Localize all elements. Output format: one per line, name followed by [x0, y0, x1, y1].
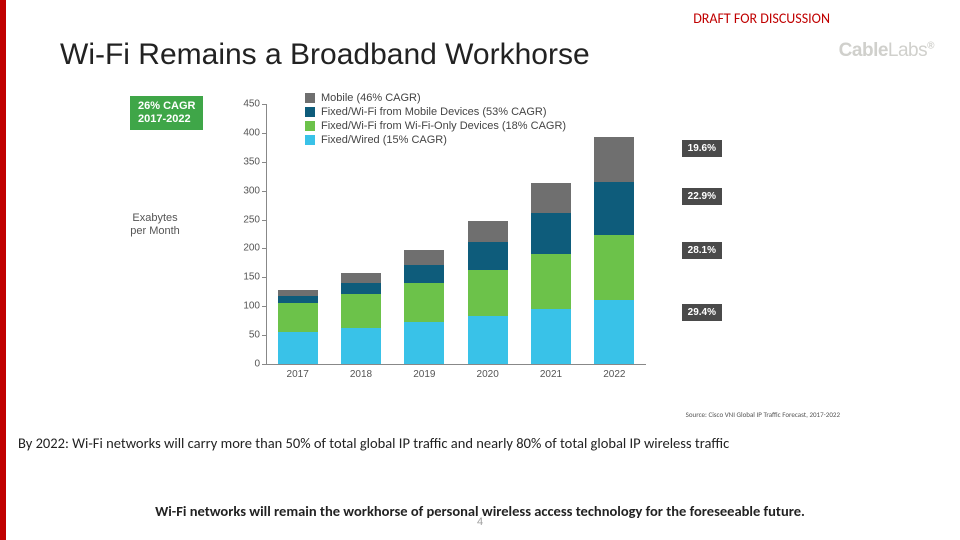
bar-segment-wifi_only [278, 303, 318, 332]
cagr-badge: 26% CAGR 2017-2022 [130, 96, 203, 130]
y-tick [262, 335, 266, 336]
x-axis [266, 364, 646, 365]
y-tick-label: 250 [220, 214, 260, 225]
bar-segment-wifi_mobile [278, 296, 318, 303]
y-tick-label: 450 [220, 99, 260, 110]
plot-area: 0501001502002503003504004502017201820192… [266, 104, 646, 364]
y-tick-label: 150 [220, 272, 260, 283]
bar-segment-wifi_only [404, 283, 444, 322]
bar-segment-wired [531, 309, 571, 364]
callout-wifi-only: 28.1% [682, 242, 722, 259]
callout-wifi-mobile: 22.9% [682, 188, 722, 205]
y-tick [262, 191, 266, 192]
page-number: 4 [477, 516, 483, 528]
source-text: Source: Cisco VNI Global IP Traffic Fore… [686, 410, 840, 419]
logo-part2: Labs [888, 40, 927, 61]
bar-segment-mobile [531, 183, 571, 213]
x-tick-label: 2020 [477, 369, 499, 380]
bar-segment-wifi_mobile [531, 213, 571, 253]
bar-segment-wifi_only [531, 254, 571, 309]
cagr-line1: 26% CAGR [138, 100, 195, 112]
logo: CableLabs® [839, 40, 934, 62]
x-tick-label: 2022 [603, 369, 625, 380]
bar-segment-mobile [468, 221, 508, 242]
bar-segment-wifi_mobile [404, 265, 444, 283]
bar-segment-wifi_only [594, 235, 634, 300]
x-tick-label: 2018 [350, 369, 372, 380]
bar-segment-wifi_mobile [341, 283, 381, 295]
body-text: By 2022: Wi-Fi networks will carry more … [0, 434, 960, 452]
callout-mobile: 19.6% [682, 140, 722, 157]
cagr-line2: 2017-2022 [138, 113, 191, 125]
bar-group [594, 137, 634, 364]
bar-segment-wifi_mobile [468, 242, 508, 270]
bar-segment-mobile [594, 137, 634, 182]
y-tick [262, 364, 266, 365]
y-tick-label: 50 [220, 330, 260, 341]
y-tick [262, 306, 266, 307]
bar-segment-wired [594, 300, 634, 364]
y-tick-label: 0 [220, 359, 260, 370]
x-tick-label: 2019 [413, 369, 435, 380]
bar-segment-wifi_only [468, 270, 508, 316]
y-tick-label: 300 [220, 185, 260, 196]
bar-segment-wired [468, 316, 508, 364]
bar-segment-wifi_mobile [594, 182, 634, 235]
x-tick-label: 2017 [287, 369, 309, 380]
chart: 26% CAGR 2017-2022 Exabytes per Month Mo… [120, 92, 840, 392]
header: DRAFT FOR DISCUSSION CableLabs® Wi-Fi Re… [0, 0, 960, 72]
bar-group [341, 273, 381, 364]
y-tick-label: 400 [220, 127, 260, 138]
callout-wired: 29.4% [682, 304, 722, 321]
bar-group [531, 183, 571, 364]
page-title: Wi-Fi Remains a Broadband Workhorse [60, 38, 930, 72]
y-tick-label: 350 [220, 156, 260, 167]
y-tick [262, 220, 266, 221]
bar-segment-mobile [341, 273, 381, 283]
bar-group [468, 221, 508, 364]
x-tick-label: 2021 [540, 369, 562, 380]
legend-swatch [305, 93, 315, 103]
draft-label: DRAFT FOR DISCUSSION [693, 10, 830, 27]
bar-segment-wired [278, 332, 318, 364]
y-tick [262, 162, 266, 163]
y-tick [262, 277, 266, 278]
accent-bar [0, 0, 6, 540]
logo-part1: Cable [839, 40, 888, 61]
y-tick-label: 100 [220, 301, 260, 312]
y-tick-label: 200 [220, 243, 260, 254]
legend-item: Mobile (46% CAGR) [305, 92, 566, 104]
y-tick [262, 248, 266, 249]
y-tick [262, 133, 266, 134]
bar-segment-wired [341, 328, 381, 364]
bar-segment-mobile [404, 250, 444, 264]
y-tick [262, 104, 266, 105]
y-axis-title: Exabytes per Month [120, 212, 190, 238]
y-axis [266, 104, 267, 364]
bar-group [404, 250, 444, 364]
bar-segment-wired [404, 322, 444, 364]
bar-group [278, 290, 318, 364]
bar-segment-wifi_only [341, 294, 381, 328]
